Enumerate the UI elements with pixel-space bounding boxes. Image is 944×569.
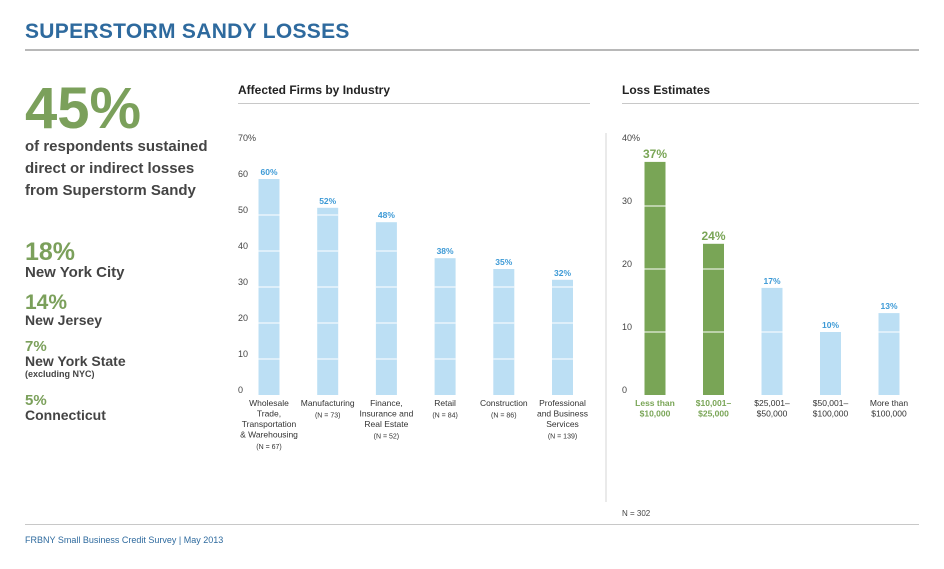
loss-category-label: $10,001– [696, 398, 732, 408]
industry-category-label: Transportation [242, 419, 297, 429]
stat-connecticut: 5% Connecticut [25, 393, 106, 423]
loss-bar [820, 332, 841, 395]
industry-bar [493, 269, 515, 395]
loss-y-tick-label: 20 [622, 259, 632, 269]
industry-y-tick-label: 40 [238, 241, 248, 251]
industry-data-label: 48% [378, 210, 395, 220]
industry-bar [434, 258, 456, 395]
stat-new-jersey: 14% New Jersey [25, 292, 102, 328]
loss-chart-title: Loss Estimates [622, 83, 711, 97]
loss-y-tick-label: 30 [622, 196, 632, 206]
loss-bar [761, 287, 783, 395]
industry-category-label: Finance, [370, 398, 403, 408]
footer-divider [25, 524, 919, 525]
loss-category-label: $100,000 [871, 409, 907, 419]
industry-category-label: Retail [434, 398, 456, 408]
loss-data-label: 10% [822, 320, 839, 330]
industry-bar [375, 222, 397, 395]
industry-y-tick-label: 10 [238, 349, 248, 359]
industry-y-tick-label: 30 [238, 277, 248, 287]
loss-category-label: $100,000 [813, 409, 849, 419]
loss-data-label: 13% [880, 301, 897, 311]
stat-percent: 5% [25, 392, 47, 409]
loss-category-label: $25,000 [698, 409, 729, 419]
industry-data-label: 35% [495, 257, 512, 267]
industry-category-label: and Business [537, 409, 588, 419]
industry-sample-size: (N = 52) [374, 434, 399, 441]
loss-bar [644, 161, 666, 395]
industry-data-label: 52% [319, 196, 336, 206]
headline-text: of respondents sustained direct or indir… [25, 138, 208, 199]
stat-percent: 18% [25, 238, 76, 266]
loss-y-tick-label: 40% [622, 133, 640, 143]
loss-category-label: Less than [635, 398, 675, 408]
industry-sample-size: (N = 86) [491, 413, 516, 420]
industry-category-label: Construction [480, 398, 528, 408]
stat-label: New York City [25, 264, 125, 281]
title-divider [25, 49, 919, 51]
stat-label: New Jersey [25, 312, 103, 328]
industry-category-label: Professional [539, 398, 586, 408]
industry-category-label: Real Estate [364, 419, 408, 429]
loss-y-tick-label: 10 [622, 322, 632, 332]
loss-category-label: $25,001– [754, 398, 790, 408]
stat-percent: 7% [25, 338, 47, 355]
industry-category-label: Trade, [257, 409, 281, 419]
loss-bar [703, 243, 724, 395]
loss-data-label: 24% [701, 229, 725, 243]
industry-chart-divider [238, 103, 590, 104]
industry-category-label: & Warehousing [240, 430, 298, 440]
loss-category-label: $10,000 [640, 409, 671, 419]
stat-percent: 14% [25, 291, 68, 314]
footer-source: FRBNY Small Business Credit Survey | May… [25, 535, 224, 545]
industry-data-label: 38% [437, 246, 454, 256]
industry-sample-size: (N = 139) [548, 434, 577, 441]
loss-category-label: More than [870, 398, 909, 408]
loss-data-label: 37% [643, 147, 667, 161]
industry-category-label: Services [546, 419, 579, 429]
loss-category-label: $50,000 [757, 409, 788, 419]
industry-y-tick-label: 70% [238, 133, 256, 143]
industry-category-label: Manufacturing [301, 398, 355, 408]
industry-data-label: 32% [554, 268, 571, 278]
industry-category-label: Insurance and [359, 409, 413, 419]
industry-chart-title: Affected Firms by Industry [238, 83, 391, 97]
loss-y-tick-label: 0 [622, 385, 627, 395]
industry-bar [317, 207, 339, 395]
loss-bar [878, 313, 900, 395]
industry-y-tick-label: 20 [238, 313, 248, 323]
industry-sample-size: (N = 84) [432, 413, 457, 420]
stat-new-york-city: 18% New York City [25, 240, 124, 282]
stat-label: Connecticut [25, 407, 106, 423]
industry-category-label: Wholesale [249, 398, 289, 408]
loss-category-label: $50,001– [813, 398, 849, 408]
page-title: SUPERSTORM SANDY LOSSES [25, 20, 350, 43]
industry-y-tick-label: 60 [238, 169, 248, 179]
headline-percent: 45% [25, 76, 142, 141]
industry-y-tick-label: 50 [238, 205, 248, 215]
industry-y-tick-label: 0 [238, 385, 243, 395]
stat-sublabel: (excluding NYC) [25, 369, 95, 380]
industry-sample-size: (N = 73) [315, 413, 340, 420]
industry-data-label: 60% [260, 167, 277, 177]
stat-new-york-state: 7% New York State (excluding NYC) [25, 339, 126, 379]
sample-size-note: N = 302 [622, 509, 651, 518]
industry-bar [552, 279, 573, 395]
industry-sample-size: (N = 67) [256, 444, 281, 451]
loss-chart-divider [622, 103, 919, 104]
stat-label: New York State [25, 353, 126, 369]
loss-data-label: 17% [763, 276, 780, 286]
